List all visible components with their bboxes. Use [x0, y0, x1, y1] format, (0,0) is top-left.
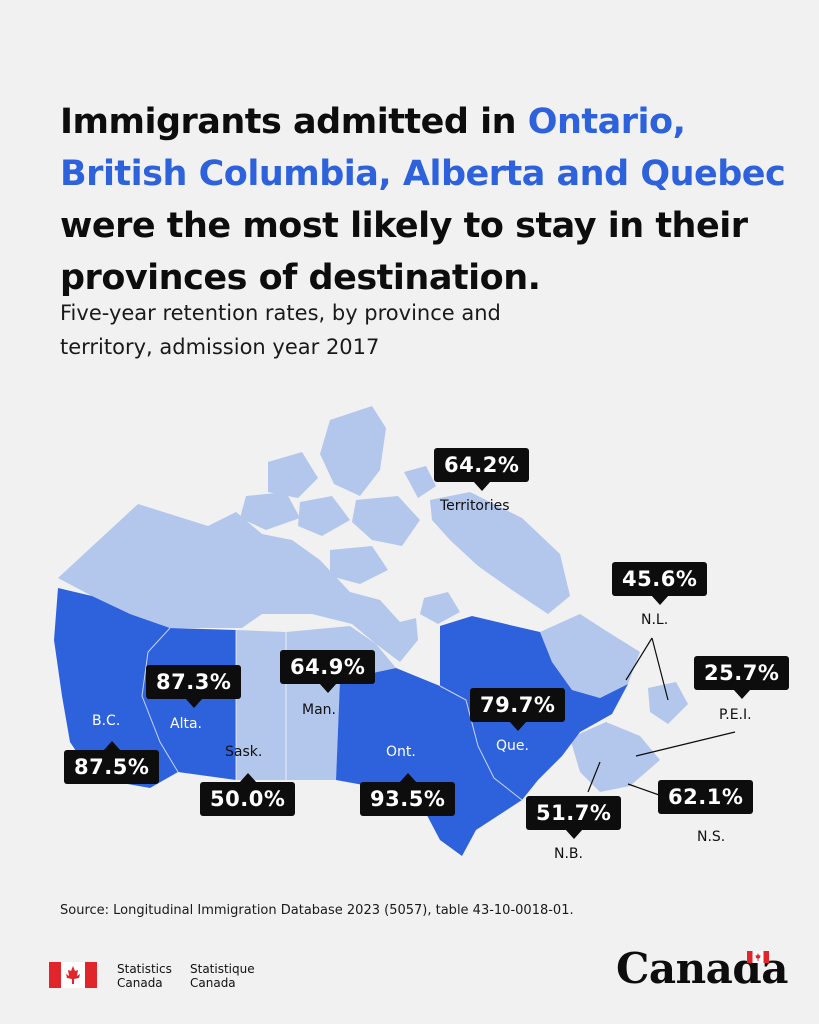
- label-nl: N.L.: [641, 612, 669, 628]
- region-nl-labrador: [540, 614, 640, 698]
- label-saskatchewan: Sask.: [225, 744, 263, 760]
- wordmark-flag-icon: [747, 951, 769, 963]
- canada-map: 64.2% Territories 45.6% N.L. 25.7% P.E.I…: [0, 400, 819, 870]
- southampton-island: [420, 592, 460, 624]
- title-highlight-ontario: Ontario,: [527, 102, 686, 142]
- title-highlight-quebec: Quebec: [640, 154, 786, 194]
- arctic-island: [330, 546, 388, 584]
- callout-quebec: 79.7%: [470, 688, 566, 731]
- region-territories: [58, 504, 418, 662]
- agency-fr-line1: Statistique: [190, 962, 255, 976]
- callout-pei: 25.7%: [694, 656, 790, 699]
- agency-en-line1: Statistics: [117, 962, 172, 976]
- arctic-island: [268, 452, 318, 498]
- callout-saskatchewan: 50.0%: [200, 773, 296, 816]
- arctic-island: [240, 492, 300, 530]
- page-title: Immigrants admitted in Ontario, British …: [60, 96, 790, 304]
- label-bc: B.C.: [92, 713, 121, 729]
- label-ns: N.S.: [697, 829, 726, 845]
- label-nb: N.B.: [554, 846, 583, 862]
- callout-territories: 64.2%: [434, 448, 530, 491]
- leader-ns: [627, 783, 663, 797]
- callout-alberta: 87.3%: [146, 665, 242, 708]
- callout-manitoba: 64.9%: [280, 650, 376, 693]
- callout-ontario: 93.5%: [360, 773, 456, 816]
- agency-name-fr: Statistique Canada: [190, 962, 255, 990]
- leader-nb: [587, 761, 601, 793]
- region-nl-island: [648, 682, 688, 724]
- region-bc: [54, 588, 178, 788]
- label-manitoba: Man.: [302, 702, 336, 718]
- leader-nl-island: [651, 637, 669, 701]
- region-saskatchewan: [236, 630, 286, 780]
- arctic-island: [298, 496, 350, 536]
- label-quebec: Que.: [496, 738, 529, 754]
- title-highlight-and: and: [556, 154, 630, 194]
- label-alberta: Alta.: [170, 716, 202, 732]
- baffin-island: [430, 492, 570, 614]
- agency-fr-line2: Canada: [190, 976, 236, 990]
- agency-name-en: Statistics Canada: [117, 962, 172, 990]
- source-note: Source: Longitudinal Immigration Databas…: [60, 903, 574, 918]
- subtitle: Five-year retention rates, by province a…: [60, 301, 501, 359]
- arctic-island: [404, 466, 436, 498]
- canada-flag-icon: [49, 962, 97, 988]
- label-ontario: Ont.: [386, 744, 416, 760]
- title-rest: were the most likely to stay in their pr…: [60, 206, 748, 298]
- label-pei: P.E.I.: [719, 707, 752, 723]
- callout-nl: 45.6%: [612, 562, 708, 605]
- arctic-island: [352, 496, 420, 546]
- region-maritimes: [570, 722, 660, 792]
- agency-en-line2: Canada: [117, 976, 163, 990]
- arctic-island: [320, 406, 386, 496]
- label-territories: Territories: [440, 498, 510, 514]
- leader-nl-labrador: [625, 637, 653, 681]
- callout-nb: 51.7%: [526, 796, 622, 839]
- callout-ns: 62.1%: [658, 780, 754, 814]
- title-highlight-bc-alberta: British Columbia, Alberta: [60, 154, 545, 194]
- region-ontario: [336, 668, 522, 856]
- leader-pei: [635, 731, 736, 757]
- callout-bc: 87.5%: [64, 741, 160, 784]
- title-prefix: Immigrants admitted in: [60, 102, 517, 142]
